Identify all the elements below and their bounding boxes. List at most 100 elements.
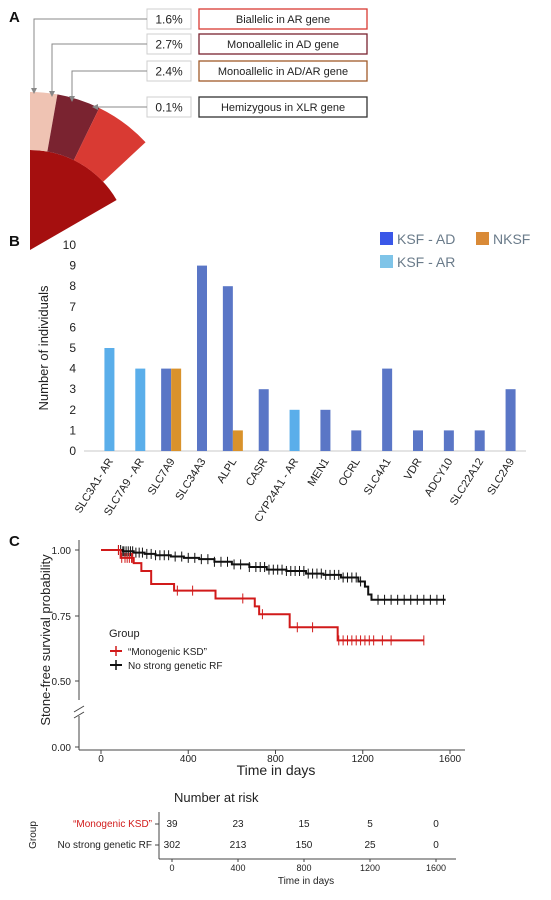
y-tick-label: 1.00 — [52, 546, 72, 557]
y-tick-label: 4 — [69, 362, 76, 376]
risk-cell: 23 — [232, 819, 244, 830]
risk-x-axis-label: Time in days — [278, 876, 334, 887]
x-tick-label: SLC4A1 — [362, 456, 394, 497]
x-tick-label: CASR — [244, 456, 270, 488]
survival-step-line — [101, 549, 424, 642]
category-box — [198, 33, 368, 55]
y-axis-label: Stone-free survival probability — [38, 554, 53, 726]
survival-legend: Group “Monogenic KSD” No strong genetic RF — [109, 628, 223, 672]
y-tick-label: 3 — [69, 382, 76, 396]
legend-label: No strong genetic RF — [128, 661, 223, 672]
arrow-head — [69, 96, 75, 102]
y-tick-label: 1 — [69, 423, 76, 437]
panel-letter-b: B — [9, 233, 20, 250]
axis-break-mark — [73, 711, 85, 719]
x-tick-label: 400 — [180, 754, 197, 765]
pie-ring-segment-2 — [47, 94, 100, 161]
percent-value: 2.4% — [155, 65, 183, 79]
bar — [289, 409, 300, 451]
bar — [232, 430, 243, 451]
panel-c-survival-chart: 1.00 0.75 0.50 0.00 0 400 800 1200 1600 Time in d… — [38, 540, 465, 778]
y-tick-label: 5 — [69, 341, 76, 355]
number-at-risk-table: Number at risk Group “Monogenic KSD” 39 23 15… — [28, 790, 456, 887]
legend-label: KSF - AD — [397, 231, 455, 247]
x-tick-label: 1200 — [352, 754, 375, 765]
survival-step-line — [101, 549, 446, 601]
x-tick-label: SLC7A9 — [146, 456, 178, 497]
series-no-strong-genetic-rf — [101, 545, 446, 605]
leader-line — [51, 43, 147, 93]
leader-line — [33, 18, 147, 90]
risk-cell: 5 — [367, 819, 373, 830]
pie-ring-segment-3 — [73, 107, 146, 182]
y-tick-label: 2 — [69, 403, 76, 417]
y-tick-label: 0 — [69, 444, 76, 458]
risk-cell: 25 — [364, 840, 376, 851]
category-box — [198, 96, 368, 118]
x-tick-label: 800 — [267, 754, 284, 765]
category-label: Monoallelic in AD gene — [227, 39, 339, 51]
legend-swatch — [476, 232, 489, 245]
risk-table-title: Number at risk — [174, 790, 259, 805]
y-axis-label: Number of individuals — [36, 285, 51, 411]
legend-swatch — [380, 232, 393, 245]
panel-a-pie: 1.6% Biallelic in AR gene 2.7% Monoallelic … — [30, 8, 368, 250]
bar — [135, 368, 146, 451]
x-tick-label: ALPL — [215, 456, 239, 485]
pie-annotation-3: 2.4% Monoallelic in AD/AR gene — [69, 60, 368, 102]
legend-label: “Monogenic KSD” — [128, 647, 207, 658]
risk-x-tick-label: 1600 — [426, 863, 446, 873]
bar — [104, 348, 115, 451]
risk-cell: 0 — [433, 819, 439, 830]
y-tick-label: 8 — [69, 279, 76, 293]
bar — [505, 389, 516, 451]
bar — [161, 368, 172, 451]
bar — [382, 368, 393, 451]
bar — [474, 430, 485, 451]
bar — [171, 368, 182, 451]
pie-annotation-1: 1.6% Biallelic in AR gene — [31, 8, 368, 94]
x-tick-label: SLC34A3 — [173, 456, 208, 502]
risk-x-tick-label: 1200 — [360, 863, 380, 873]
x-tick-label: MEN1 — [306, 456, 332, 488]
bar — [413, 430, 423, 451]
panel-letter-c: C — [9, 533, 20, 550]
percent-value: 1.6% — [155, 13, 183, 27]
arrow-head — [49, 91, 55, 97]
bar — [351, 430, 362, 451]
bar — [320, 409, 331, 451]
category-box — [198, 60, 368, 82]
category-box — [198, 8, 368, 30]
risk-x-tick-label: 0 — [169, 863, 174, 873]
x-tick-label: OCRL — [336, 456, 362, 488]
risk-cell: 15 — [298, 819, 310, 830]
x-axis-label: Time in days — [237, 762, 316, 778]
x-tick-label: VDR — [402, 456, 425, 482]
category-label: Monoallelic in AD/AR gene — [218, 66, 348, 78]
y-tick-label: 9 — [69, 259, 76, 273]
arrow-head — [31, 88, 37, 94]
risk-row-axis-label: Group — [28, 821, 39, 849]
axis-break-mark — [73, 705, 85, 713]
risk-cell: 302 — [164, 840, 181, 851]
category-label: Biallelic in AR gene — [236, 14, 330, 26]
arrow-head — [92, 104, 98, 110]
percent-value: 2.7% — [155, 38, 183, 52]
legend: KSF - AD NKSF KSF - AR — [380, 231, 530, 270]
series-monogenic-ksd — [101, 545, 425, 646]
risk-row-label: No strong genetic RF — [58, 840, 153, 851]
pie-annotation-2: 2.7% Monoallelic in AD gene — [49, 33, 368, 97]
panel-letter-a: A — [9, 9, 20, 26]
y-tick-label: 6 — [69, 320, 76, 334]
y-tick-label: 10 — [63, 238, 77, 252]
risk-cell: 0 — [433, 840, 439, 851]
legend-title: Group — [109, 628, 140, 640]
bar — [258, 389, 269, 451]
y-tick-label: 0.50 — [52, 677, 72, 688]
risk-x-tick-label: 800 — [296, 863, 311, 873]
x-tick-label: ADCY10 — [423, 456, 456, 499]
x-tick-label: SLC2A9 — [485, 456, 517, 497]
y-tick-label: 7 — [69, 300, 76, 314]
